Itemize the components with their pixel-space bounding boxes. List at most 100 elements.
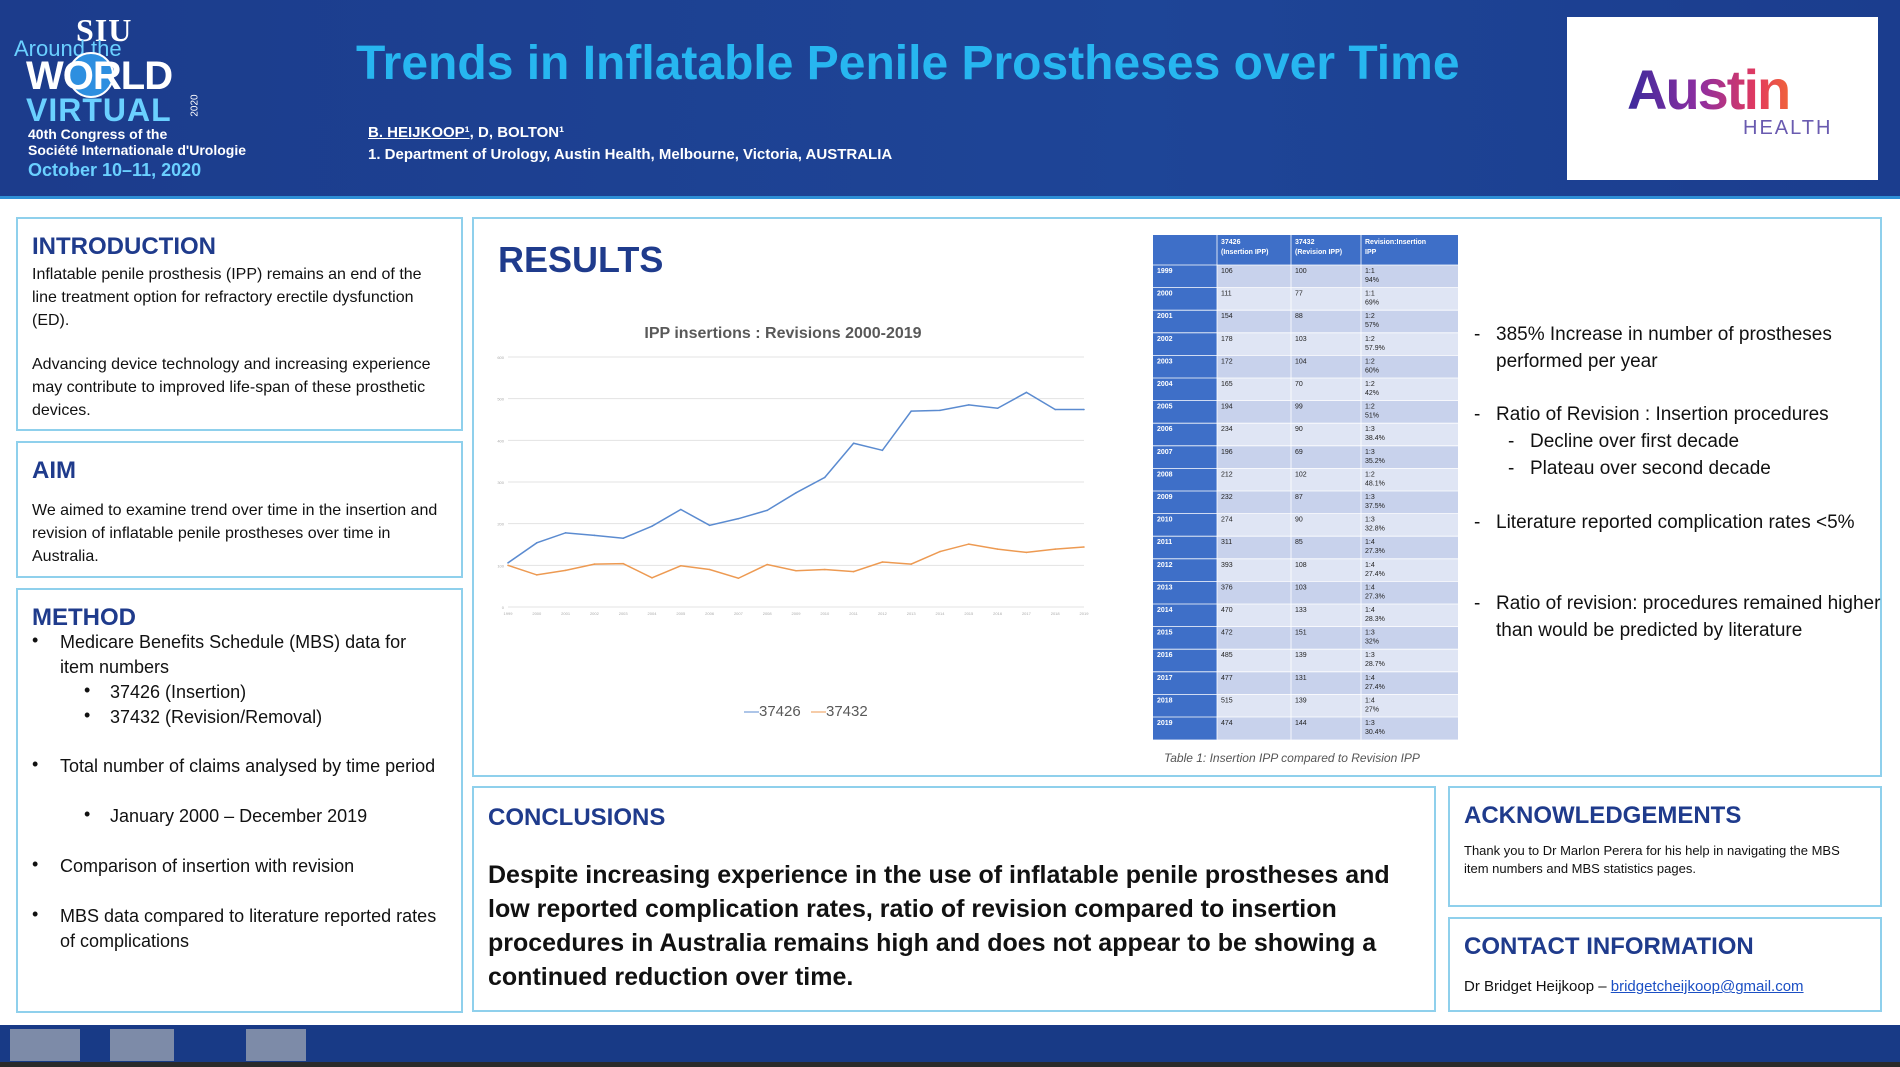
participant-thumbnail[interactable] bbox=[110, 1029, 174, 1061]
table-cell: 194 bbox=[1221, 404, 1233, 411]
table-year-cell bbox=[1153, 694, 1217, 717]
x-tick-label: 2010 bbox=[820, 611, 830, 616]
result-point-decline: Decline over first decade bbox=[1530, 431, 1740, 452]
data-point-37426 bbox=[852, 442, 855, 445]
method-heading: METHOD bbox=[32, 604, 136, 631]
table-percent: 35.2% bbox=[1365, 458, 1385, 465]
data-point-37426 bbox=[766, 509, 768, 512]
table-cell: 151 bbox=[1295, 630, 1307, 637]
dash-marker: - bbox=[1474, 324, 1481, 345]
table-row bbox=[1217, 332, 1458, 356]
table-header-cell: 37432 bbox=[1295, 239, 1315, 246]
data-point-37426 bbox=[795, 492, 797, 494]
data-point-37432 bbox=[708, 568, 711, 571]
data-point-37426 bbox=[996, 407, 999, 410]
method-item-literature: MBS data compared to literature reported… bbox=[60, 906, 437, 951]
x-tick-label: 2009 bbox=[792, 611, 802, 616]
table-ratio: 1:3 bbox=[1365, 449, 1375, 456]
congress-line-2: Société Internationale d'Urologie bbox=[28, 142, 247, 158]
dash-marker: - bbox=[1474, 512, 1481, 533]
dash-marker: - bbox=[1474, 404, 1481, 425]
table-year: 1999 bbox=[1157, 268, 1173, 275]
data-point-37426 bbox=[824, 476, 826, 479]
contact-email-link[interactable]: bridgetcheijkoop@gmail.com bbox=[1610, 978, 1804, 995]
table-ratio: 1:2 bbox=[1365, 471, 1375, 478]
result-point-ratio: Ratio of Revision : Insertion procedures bbox=[1496, 404, 1829, 425]
bullet-marker: • bbox=[84, 680, 91, 700]
data-point-37426 bbox=[1083, 408, 1085, 411]
table-year: 2004 bbox=[1157, 381, 1173, 388]
table-year: 2016 bbox=[1157, 652, 1173, 659]
data-point-37426 bbox=[939, 409, 941, 412]
table-row bbox=[1217, 717, 1458, 740]
insertion-revision-table: 37426 (Insertion IPP) 37432 (Revision IPP) R… bbox=[1153, 235, 1458, 750]
table-cell: 515 bbox=[1221, 697, 1233, 704]
data-point-37426 bbox=[1025, 391, 1028, 394]
table-percent: 57% bbox=[1365, 322, 1379, 329]
participant-thumbnail[interactable] bbox=[246, 1029, 306, 1061]
table-percent: 51% bbox=[1365, 413, 1379, 420]
method-item-period: January 2000 – December 2019 bbox=[110, 806, 368, 826]
result-point-increase: 385% Increase in number of prostheses pe… bbox=[1496, 324, 1832, 372]
table-cell: 232 bbox=[1221, 494, 1233, 501]
video-footer bbox=[0, 1025, 1900, 1067]
table-year: 2009 bbox=[1157, 494, 1173, 501]
x-tick-label: 2006 bbox=[705, 611, 715, 616]
results-panel: RESULTS IPP insertions : Revisions 2000-… bbox=[472, 217, 1882, 777]
data-point-37426 bbox=[881, 449, 884, 452]
data-point-37426 bbox=[536, 542, 538, 544]
table-year-cell bbox=[1153, 287, 1217, 311]
x-tick-label: 2014 bbox=[936, 611, 946, 616]
method-item-revision: 37432 (Revision/Removal) bbox=[110, 707, 323, 727]
result-point-literature: Literature reported complication rates <… bbox=[1496, 512, 1855, 533]
participant-thumbnail[interactable] bbox=[10, 1029, 80, 1061]
y-tick-label: 100 bbox=[497, 563, 504, 568]
table-percent: 42% bbox=[1365, 390, 1379, 397]
x-tick-label: 2000 bbox=[532, 611, 542, 616]
table-ratio: 1:3 bbox=[1365, 720, 1375, 727]
table-header-row bbox=[1153, 235, 1458, 265]
data-point-37432 bbox=[996, 548, 999, 550]
x-tick-label: 2004 bbox=[648, 611, 658, 616]
table-cell: 88 bbox=[1295, 313, 1303, 320]
table-year: 2006 bbox=[1157, 426, 1173, 433]
data-point-37426 bbox=[651, 525, 653, 527]
table-cell: 234 bbox=[1221, 426, 1233, 433]
data-point-37426 bbox=[968, 404, 970, 406]
table-cell: 376 bbox=[1221, 584, 1233, 591]
result-point-revision-higher: Ratio of revision: procedures remained h… bbox=[1496, 593, 1881, 641]
table-cell: 477 bbox=[1221, 675, 1233, 682]
table-ratio: 1:4 bbox=[1365, 539, 1375, 546]
table-row bbox=[1217, 513, 1458, 537]
legend-37432: —37432 bbox=[811, 703, 868, 720]
contact-name: Dr Bridget Heijkoop – bbox=[1464, 978, 1611, 995]
header-divider bbox=[0, 196, 1900, 199]
x-tick-label: 2016 bbox=[993, 611, 1003, 616]
table-year-cell bbox=[1153, 378, 1217, 401]
world-text: WORLD bbox=[26, 54, 173, 98]
bullet-marker: • bbox=[84, 705, 91, 725]
contact-heading: CONTACT INFORMATION bbox=[1464, 933, 1754, 960]
data-point-37432 bbox=[910, 563, 912, 565]
table-ratio: 1:1 bbox=[1365, 291, 1375, 298]
table-header-cell: 37426 bbox=[1221, 239, 1241, 246]
table-row bbox=[1217, 287, 1458, 311]
table-cell: 133 bbox=[1295, 607, 1307, 614]
table-cell: 103 bbox=[1295, 584, 1307, 591]
table-header-cell: (Insertion IPP) bbox=[1221, 249, 1268, 256]
table-cell: 470 bbox=[1221, 607, 1233, 614]
table-year: 2005 bbox=[1157, 404, 1173, 411]
table-year: 2010 bbox=[1157, 517, 1173, 524]
data-point-37432 bbox=[1025, 551, 1028, 554]
data-point-37432 bbox=[824, 568, 826, 571]
table-ratio: 1:1 bbox=[1365, 268, 1375, 275]
lead-author: B. HEIJKOOP¹, bbox=[368, 124, 474, 141]
table-row bbox=[1217, 265, 1458, 288]
data-point-37426 bbox=[910, 410, 912, 412]
bullet-marker: • bbox=[32, 854, 39, 874]
table-percent: 69% bbox=[1365, 300, 1379, 307]
table-percent: 28.7% bbox=[1365, 661, 1385, 668]
method-item-insertion: 37426 (Insertion) bbox=[110, 682, 247, 702]
logo-year: 2020 bbox=[189, 94, 201, 117]
x-tick-label: 2017 bbox=[1022, 611, 1032, 616]
